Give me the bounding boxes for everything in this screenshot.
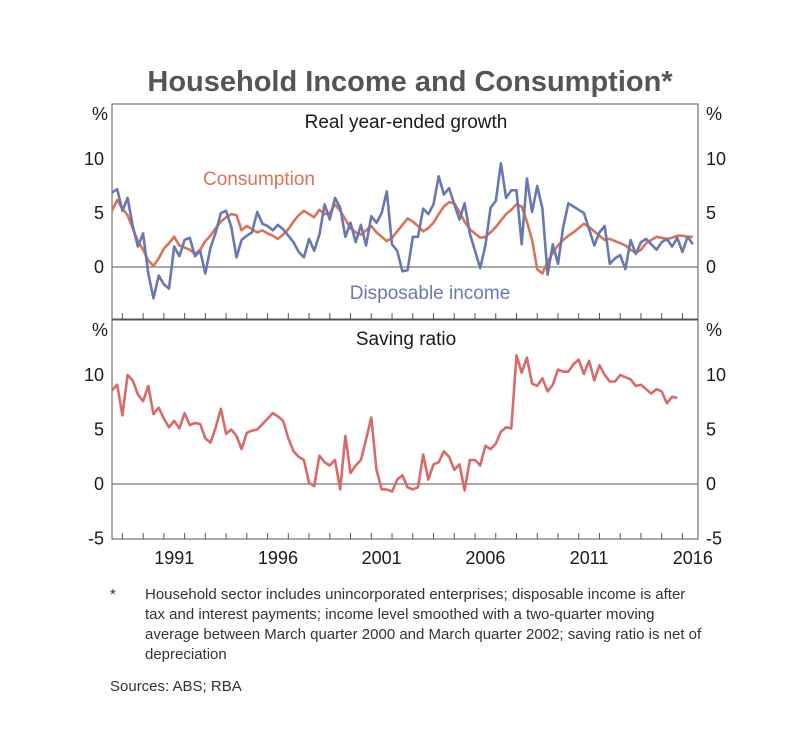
y-tick-right: 5	[706, 420, 716, 440]
x-tick-label: 2016	[673, 548, 713, 568]
axis-ticks: 10 10 5 5 0 0 10 10 5 5 0 0 -5 -5 1991 1996 2001 2006 2011…	[84, 149, 726, 568]
chart-title: Household Income and Consumption*	[147, 66, 673, 98]
x-tick-label: 1996	[258, 548, 298, 568]
y-tick-right: 0	[706, 474, 716, 494]
y-tick-right: 5	[706, 203, 716, 223]
y-tick-left: 10	[84, 365, 104, 385]
x-tick-label: 1991	[154, 548, 194, 568]
y-tick-left: 10	[84, 149, 104, 169]
consumption-label: Consumption	[203, 169, 315, 190]
x-tick-label: 2006	[465, 548, 505, 568]
top-right-unit: %	[706, 104, 722, 124]
footnote-marker: *	[110, 586, 116, 603]
sources-note: Sources: ABS; RBA	[110, 678, 242, 695]
footnote-text: Household sector includes unincorporated…	[145, 586, 702, 663]
y-tick-left: 0	[94, 257, 104, 277]
y-tick-right: 10	[706, 365, 726, 385]
bottom-panel-frame	[111, 319, 699, 540]
top-left-unit: %	[92, 104, 108, 124]
x-tick-label: 2011	[570, 548, 609, 568]
bottom-left-unit: %	[92, 320, 108, 340]
x-tick-label: 2001	[362, 548, 402, 568]
top-panel-title: Real year-ended growth	[305, 112, 508, 133]
y-tick-right: -5	[706, 529, 722, 549]
series-lines	[110, 162, 694, 493]
consumption-line	[110, 198, 693, 275]
y-tick-left: -5	[88, 529, 104, 549]
bottom-panel-title: Saving ratio	[356, 329, 456, 350]
bottom-right-unit: %	[706, 320, 722, 340]
y-tick-right: 10	[706, 149, 726, 169]
y-tick-left: 0	[94, 474, 104, 494]
income-line	[111, 162, 694, 300]
y-tick-left: 5	[94, 203, 104, 223]
income-label: Disposable income	[350, 283, 511, 304]
y-tick-left: 5	[94, 420, 104, 440]
saving-line	[111, 354, 678, 493]
top-panel-frame	[111, 103, 699, 320]
y-tick-right: 0	[706, 257, 716, 277]
